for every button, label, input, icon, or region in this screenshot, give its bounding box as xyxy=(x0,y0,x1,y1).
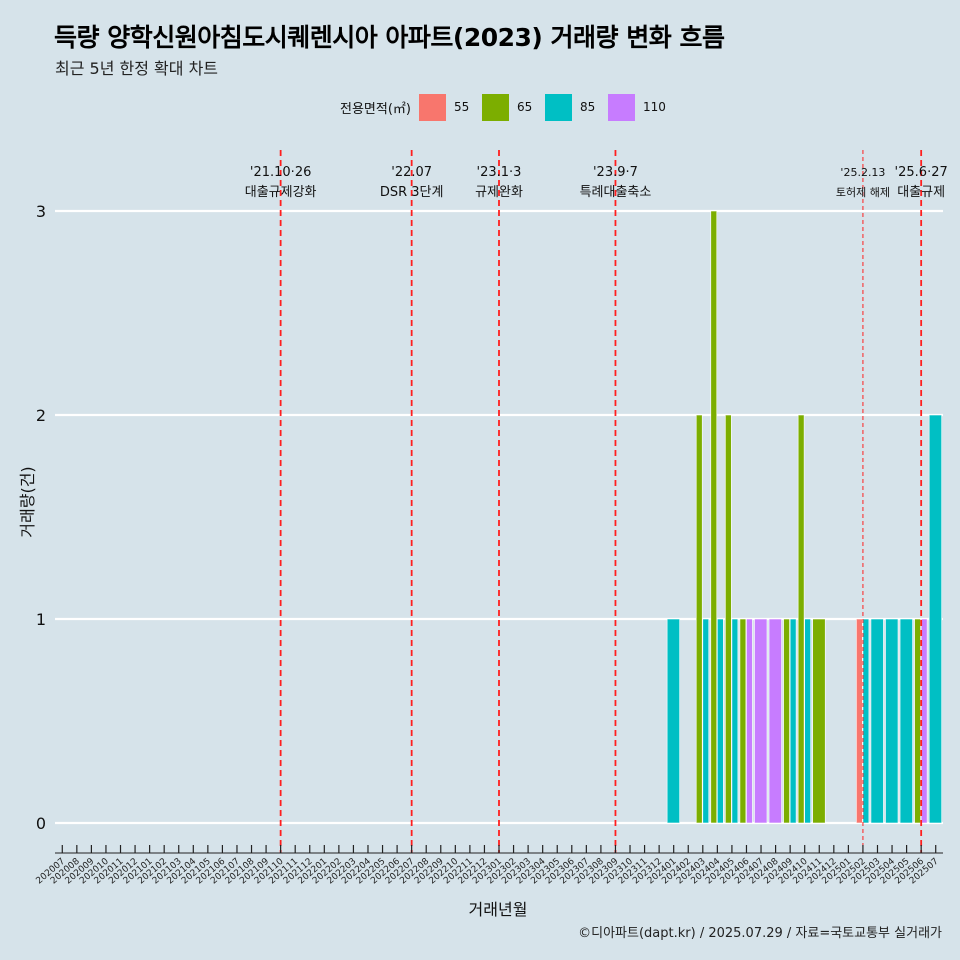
y-tick-label-3: 3 xyxy=(36,202,46,221)
event-layer: '21.10·26 대출규제강화 '22.07 DSR 3단계 '23.1·3 규제완화 '… xyxy=(245,150,948,853)
bar-202507-85 xyxy=(928,414,942,824)
bar-202502-85 xyxy=(862,618,870,824)
bar-202504-85 xyxy=(885,618,899,824)
legend-swatch-55 xyxy=(418,93,446,121)
bar-layer xyxy=(666,210,942,824)
bar-202407-110 xyxy=(754,618,768,824)
event-label-202502: 토허제 해제 xyxy=(836,185,890,199)
legend: 전용면적(㎡) 55 65 85 110 xyxy=(340,93,672,121)
event-label-202301: 규제완화 xyxy=(475,185,523,200)
bar-202411-65 xyxy=(812,618,826,824)
bar-202505-85 xyxy=(899,618,913,824)
event-label-202309: 특례대출축소 xyxy=(580,185,652,200)
bar-202403-85 xyxy=(702,618,710,824)
bar-202405-65 xyxy=(725,414,732,824)
bar-202503-85 xyxy=(870,618,884,824)
bar-202403-65 xyxy=(695,414,703,824)
event-label-202506: 대출규제 xyxy=(897,185,945,200)
event-date-202309: '23.9·7 xyxy=(593,165,638,180)
legend-swatch-110 xyxy=(607,93,635,121)
legend-label-85: 85 xyxy=(579,100,596,114)
legend-label-65: 65 xyxy=(516,100,533,114)
event-date-202506: '25.6·27 xyxy=(895,165,948,180)
legend-swatch-85 xyxy=(544,93,572,121)
bar-202502-55 xyxy=(856,618,863,824)
event-date-202207: '22.07 xyxy=(391,165,432,180)
event-date-202110: '21.10·26 xyxy=(250,165,311,180)
bar-202408-110 xyxy=(768,618,782,824)
y-axis-label: 거래량(건) xyxy=(18,466,37,537)
event-label-202110: 대출규제강화 xyxy=(245,185,317,200)
source-caption: ©디아파트(dapt.kr) / 2025.07.29 / 자료=국토교통부 실… xyxy=(578,926,942,941)
bar-202506-65 xyxy=(914,618,921,824)
bar-202406-65 xyxy=(739,618,747,824)
legend-label-55: 55 xyxy=(453,100,470,114)
legend-item-85: 85 xyxy=(544,93,602,121)
bar-202404-85 xyxy=(717,618,724,824)
chart-title: 득량 양학신원아침도시퀘렌시아 아파트(2023) 거래량 변화 흐름 xyxy=(54,23,725,52)
event-date-202502: '25.2.13 xyxy=(840,166,885,179)
bar-202410-85 xyxy=(804,618,811,824)
bar-202406-110 xyxy=(746,618,753,824)
y-tick-label-2: 2 xyxy=(36,406,46,425)
event-label-202207: DSR 3단계 xyxy=(380,185,444,200)
legend-title: 전용면적(㎡) xyxy=(340,101,411,117)
y-tick-label-1: 1 xyxy=(36,610,46,629)
y-tick-label-0: 0 xyxy=(36,814,46,833)
legend-item-55: 55 xyxy=(418,93,476,121)
bar-202409-85 xyxy=(789,618,797,824)
bar-202409-65 xyxy=(783,618,790,824)
legend-item-65: 65 xyxy=(481,93,539,121)
legend-swatch-65 xyxy=(481,93,509,121)
bar-202404-65 xyxy=(710,210,718,824)
legend-label-110: 110 xyxy=(642,100,666,114)
chart-subtitle: 최근 5년 한정 확대 차트 xyxy=(55,59,219,78)
event-date-202301: '23.1·3 xyxy=(477,165,522,180)
legend-item-110: 110 xyxy=(607,93,666,121)
bar-202410-65 xyxy=(797,414,805,824)
bar-202405-85 xyxy=(731,618,739,824)
bar-202401-85 xyxy=(666,618,680,824)
x-axis-label: 거래년월 xyxy=(469,900,528,919)
